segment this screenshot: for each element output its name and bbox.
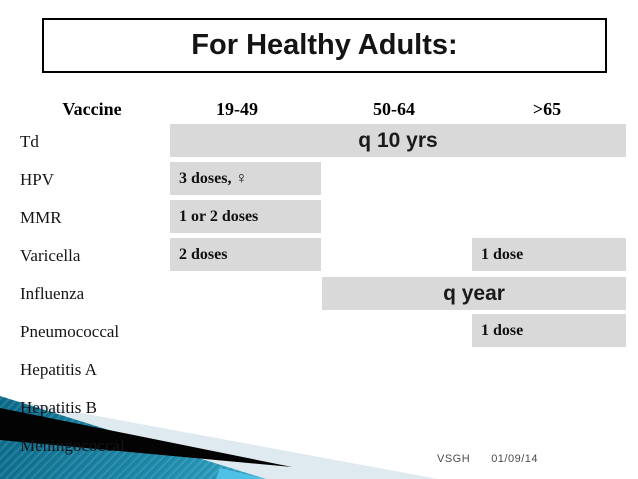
column-header-50-64: 50-64: [373, 99, 415, 119]
row-label-mmr: MMR: [20, 208, 62, 227]
row-label-td: Td: [20, 132, 39, 151]
schedule-cell-varicella-19-49: 2 doses: [170, 238, 321, 271]
row-label-influenza: Influenza: [20, 284, 85, 303]
row-label-hepatitis-a: Hepatitis A: [20, 360, 97, 379]
schedule-cell-hpv-19-49: 3 doses, ♀: [170, 162, 321, 195]
schedule-cell-pneumococcal-over-65: 1 dose: [472, 314, 626, 347]
row-label-varicella: Varicella: [20, 246, 81, 265]
schedule-cell-varicella-over-65: 1 dose: [472, 238, 626, 271]
footer-org: VSGH: [437, 453, 471, 465]
schedule-cell-td-all-ages: q 10 yrs: [170, 124, 626, 157]
column-header-vaccine: Vaccine: [62, 99, 122, 119]
row-label-hpv: HPV: [20, 170, 55, 189]
row-label-hepatitis-b: Hepatitis B: [20, 398, 97, 417]
title-box: For Healthy Adults:: [42, 18, 607, 73]
row-label-meningococcal: Meningococcal: [20, 436, 125, 455]
schedule-cell-mmr-19-49: 1 or 2 doses: [170, 200, 321, 233]
bottom-left-decoration: [0, 390, 440, 479]
column-header-over-65: >65: [532, 99, 562, 119]
row-label-pneumococcal: Pneumococcal: [20, 322, 120, 341]
column-header-19-49: 19-49: [216, 99, 258, 119]
footer-date: 01/09/14: [491, 453, 539, 465]
footer: VSGH 01/09/14: [437, 453, 538, 465]
page-title: For Healthy Adults:: [191, 29, 458, 61]
schedule-cell-influenza-50-plus: q year: [322, 277, 626, 310]
arrow-tip-icon: [216, 468, 266, 479]
